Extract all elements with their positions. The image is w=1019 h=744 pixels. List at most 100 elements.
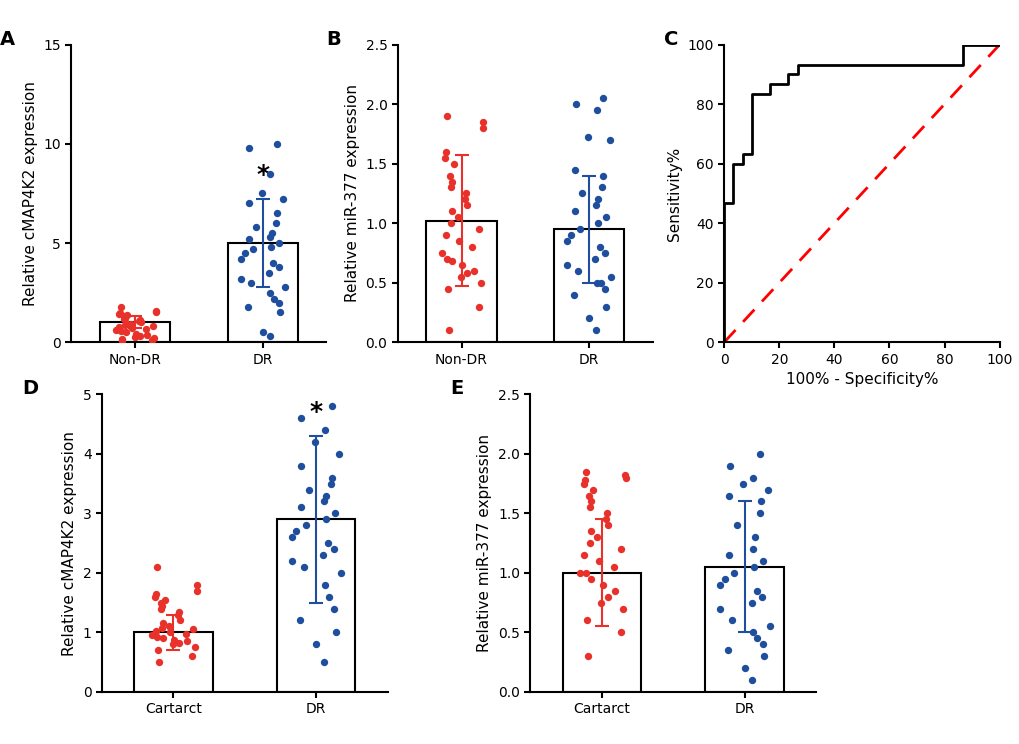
Point [148,588,164,600]
Point [575,478,591,490]
Point [744,626,760,638]
Point [612,543,629,555]
Point [605,561,622,573]
Point [442,182,459,193]
Point [326,507,342,519]
Point [261,330,277,342]
Point [736,662,752,674]
Point [465,265,481,277]
Point [275,193,291,205]
Point [588,199,604,211]
Point [590,555,606,567]
Point [177,628,194,640]
Point [443,255,460,267]
Point [459,199,475,211]
Point [324,472,340,484]
Point [161,620,177,632]
Point [115,310,131,322]
Y-axis label: Relative miR-377 expression: Relative miR-377 expression [477,434,492,652]
Point [761,620,777,632]
Point [248,221,264,233]
Point [744,472,760,484]
Point [138,324,154,336]
Point [262,286,278,298]
Point [327,626,343,638]
Point [317,513,333,525]
Point [754,555,770,567]
Point [570,265,586,277]
Bar [100,322,170,342]
Point [240,197,257,209]
Point [270,297,286,309]
Point [148,307,164,318]
Point [112,301,128,312]
Point [459,267,475,279]
Point [276,280,292,292]
Point [457,193,473,205]
Point [755,650,771,662]
Point [169,609,185,620]
Point [571,223,587,235]
Point [458,187,474,199]
Point [745,561,761,573]
Point [144,334,160,346]
Point [720,490,737,501]
Point [472,277,488,289]
Point [164,638,180,650]
Point [752,496,768,507]
Point [577,567,593,579]
Point [572,567,588,579]
Point [110,309,126,321]
Point [582,537,598,549]
Text: E: E [450,379,464,399]
Point [326,603,342,615]
Point [308,638,324,650]
Point [151,656,167,668]
Point [711,579,728,591]
Point [748,585,764,597]
Point [265,257,281,269]
Point [155,618,171,629]
Point [592,597,608,609]
Point [587,324,603,336]
Point [268,138,284,150]
Point [271,237,287,249]
Point [184,623,201,635]
Point [130,315,147,327]
Point [240,233,257,245]
Point [154,622,170,634]
Point [437,229,453,241]
Point [320,537,336,549]
Point [751,507,767,519]
Point [581,312,597,324]
Point [720,549,737,561]
Point [153,597,169,609]
Bar [553,229,624,342]
Point [441,170,458,182]
Point [602,271,619,283]
Point [606,585,623,597]
Point [751,448,767,460]
Point [616,469,633,481]
Point [268,217,284,229]
Point [597,211,613,223]
Bar [135,632,213,692]
Point [315,549,331,561]
Point [434,247,450,259]
Y-axis label: Relative cMAP4K2 expression: Relative cMAP4K2 expression [62,431,77,655]
Point [162,626,178,638]
Point [316,579,332,591]
Point [269,208,285,219]
Point [594,92,610,104]
Point [127,328,144,340]
Point [119,310,136,321]
Point [445,158,462,170]
Point [147,591,163,603]
Point [746,531,762,543]
Point [331,448,347,460]
Point [171,637,187,649]
Text: C: C [663,30,678,49]
Point [307,436,323,448]
Point [114,336,130,347]
Point [111,321,127,333]
